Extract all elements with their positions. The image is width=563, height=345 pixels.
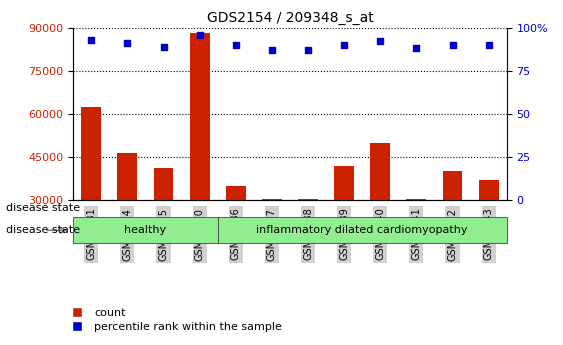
Bar — [226, 186, 245, 200]
Text: disease state: disease state — [6, 225, 80, 235]
Bar — [154, 168, 173, 200]
Point — [195, 32, 204, 37]
Bar — [81, 107, 101, 200]
Bar — [406, 199, 426, 200]
Title: GDS2154 / 209348_s_at: GDS2154 / 209348_s_at — [207, 11, 373, 25]
Text: inflammatory dilated cardiomyopathy: inflammatory dilated cardiomyopathy — [257, 225, 468, 235]
Point — [303, 47, 312, 53]
Bar — [370, 142, 390, 200]
Legend: count, percentile rank within the sample: count, percentile rank within the sample — [62, 304, 287, 336]
Bar — [118, 152, 137, 200]
Point — [448, 42, 457, 48]
Point — [412, 46, 421, 51]
Point — [123, 40, 132, 46]
Text: healthy: healthy — [124, 225, 167, 235]
Point — [376, 39, 385, 44]
Bar — [262, 199, 282, 200]
Point — [484, 42, 493, 48]
Bar — [334, 166, 354, 200]
Bar — [218, 217, 507, 243]
Bar — [298, 199, 318, 200]
Point — [231, 42, 240, 48]
Bar — [73, 217, 218, 243]
Point — [159, 44, 168, 49]
Bar — [479, 180, 499, 200]
Point — [339, 42, 348, 48]
Text: disease state: disease state — [6, 204, 80, 214]
Point — [267, 47, 276, 53]
Bar — [190, 33, 209, 200]
Bar — [443, 171, 462, 200]
Point — [87, 37, 96, 42]
